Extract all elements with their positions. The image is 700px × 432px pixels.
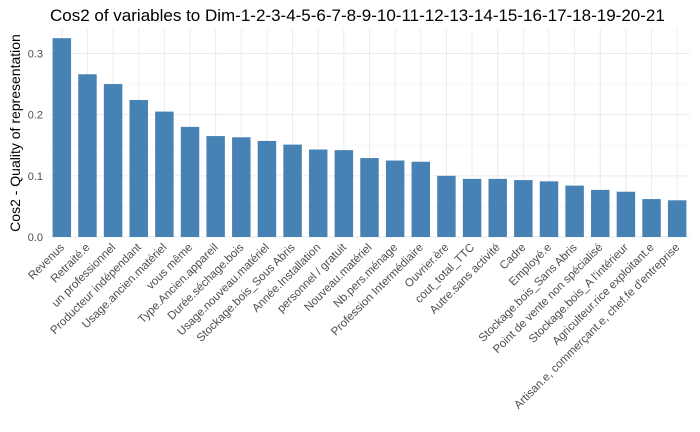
bar (155, 111, 174, 237)
bar (180, 126, 200, 237)
bar (565, 185, 584, 237)
bar (437, 175, 456, 237)
y-tick-label: 0.3 (28, 48, 43, 60)
bar (616, 191, 636, 237)
bar (462, 178, 482, 237)
bar (411, 161, 431, 237)
bar (591, 189, 610, 237)
bar (206, 136, 225, 237)
y-axis-ticks: 0.0 0.1 0.2 0.3 (28, 48, 43, 244)
bar (360, 158, 379, 237)
bar (667, 200, 687, 237)
bar (129, 99, 148, 238)
y-tick-label: 0.2 (28, 110, 43, 122)
bar (257, 140, 277, 237)
bar (103, 84, 123, 237)
y-tick-label: 0.1 (28, 171, 43, 183)
bar (334, 150, 354, 237)
bars-group (52, 38, 687, 238)
bar (283, 144, 302, 237)
chart-title: Cos2 of variables to Dim-1-2-3-4-5-6-7-8… (50, 6, 665, 25)
bar (308, 149, 328, 237)
bar (514, 180, 533, 237)
bar (232, 137, 251, 237)
bar (52, 38, 72, 238)
y-axis-label: Cos2 - Quality of representation (7, 34, 23, 232)
bar (539, 181, 559, 237)
bar (78, 74, 97, 238)
bar (488, 178, 507, 237)
bar (642, 199, 661, 237)
bar (385, 160, 405, 237)
y-tick-label: 0.0 (28, 232, 43, 244)
